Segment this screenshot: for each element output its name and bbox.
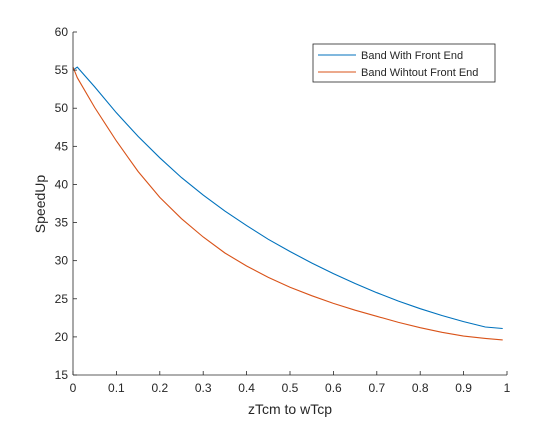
x-tick-label: 0.5 (282, 381, 299, 395)
legend-box (312, 43, 496, 83)
x-tick-label: 1 (504, 381, 511, 395)
series-line-band-with-front-end (72, 66, 503, 330)
series-layer (72, 66, 503, 341)
legend-label-band-with-front-end: Band With Front End (361, 50, 463, 62)
x-tick-label: 0.1 (108, 381, 125, 395)
legend: Band With Front End Band Wihtout Front E… (312, 43, 496, 83)
x-tick-label: 0.2 (151, 381, 168, 395)
y-tick-label: 50 (55, 101, 69, 115)
y-tick-label: 60 (55, 25, 69, 39)
x-tick-label: 0 (70, 381, 77, 395)
x-tick-label: 0.3 (195, 381, 212, 395)
x-tick-label: 0.9 (455, 381, 472, 395)
x-tick-label: 0.8 (412, 381, 429, 395)
y-axis-label: SpeedUp (32, 175, 48, 234)
x-tick-label: 0.6 (325, 381, 342, 395)
y-tick-label: 30 (55, 254, 69, 268)
legend-label-band-without-front-end: Band Wihtout Front End (361, 67, 478, 79)
y-tick-label: 55 (55, 63, 69, 77)
x-tick-label: 0.7 (368, 381, 385, 395)
axes-layer: 0 0.1 0.2 0.3 0.4 0.5 0.6 0.7 0.8 0.9 1 15 20 25 30 35 4… (55, 25, 511, 395)
series-line-band-wihtout-front-end (72, 66, 503, 341)
plot-area (73, 32, 507, 375)
y-tick-label: 45 (55, 139, 69, 153)
x-axis-label: zTcm to wTcp (248, 401, 332, 417)
y-tick-label: 15 (55, 368, 69, 382)
y-tick-label: 40 (55, 177, 69, 191)
y-tick-label: 20 (55, 330, 69, 344)
y-tick-label: 25 (55, 292, 69, 306)
y-tick-label: 35 (55, 216, 69, 230)
x-tick-label: 0.4 (238, 381, 255, 395)
